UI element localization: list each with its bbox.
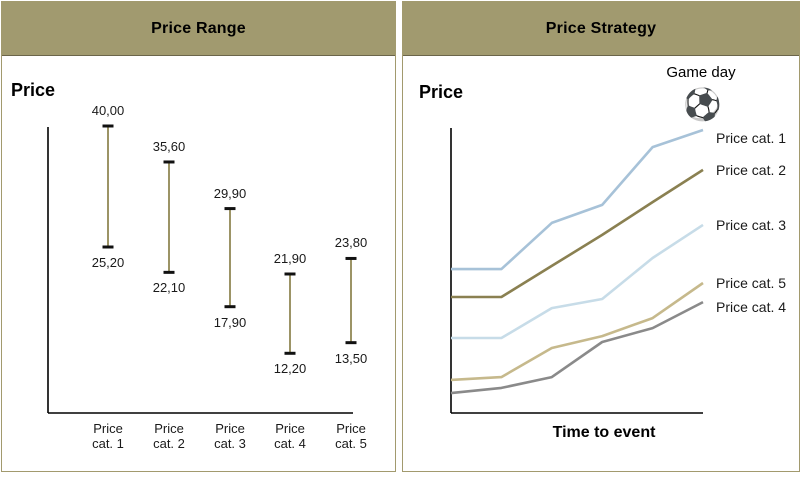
price-strategy-title: Price Strategy — [545, 19, 657, 37]
price-range-panel: Price Range — [1, 1, 396, 472]
price-range-title: Price Range — [151, 19, 246, 37]
right-price-axis-label: Price — [419, 82, 464, 102]
soccer-ball-icon: ⚽ — [683, 87, 722, 122]
game-day-annotation: Game day — [666, 64, 736, 81]
time-to-event-axis-label: Time to event — [552, 424, 656, 441]
price-range-header: Price Range — [2, 2, 395, 56]
left-price-axis-label: Price — [11, 80, 56, 100]
price-strategy-header: Price Strategy — [403, 2, 799, 56]
